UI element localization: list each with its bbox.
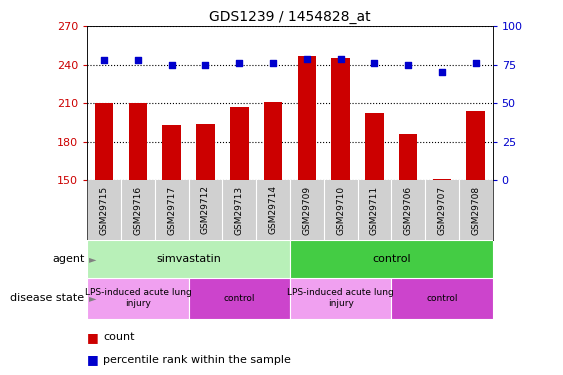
- Text: GSM29712: GSM29712: [201, 186, 210, 234]
- Bar: [128, 103, 148, 180]
- Text: GSM29716: GSM29716: [133, 186, 142, 235]
- Text: ■: ■: [87, 354, 99, 366]
- Text: GSM29714: GSM29714: [269, 186, 278, 234]
- Point: [133, 57, 142, 63]
- Text: LPS-induced acute lung
injury: LPS-induced acute lung injury: [84, 288, 191, 308]
- Point: [437, 69, 446, 75]
- Bar: [95, 103, 114, 180]
- Point: [302, 56, 311, 62]
- Text: GSM29711: GSM29711: [370, 186, 379, 235]
- Text: control: control: [224, 294, 255, 303]
- Text: GSM29707: GSM29707: [437, 186, 446, 235]
- Text: agent: agent: [52, 254, 84, 264]
- Bar: [399, 134, 418, 180]
- Bar: [189, 278, 290, 319]
- Text: ►: ►: [89, 254, 96, 264]
- Bar: [196, 124, 215, 180]
- Bar: [87, 278, 189, 319]
- Text: ►: ►: [89, 293, 96, 303]
- Point: [269, 60, 278, 66]
- Bar: [263, 102, 282, 180]
- Text: simvastatin: simvastatin: [156, 254, 221, 264]
- Text: count: count: [103, 333, 135, 342]
- Bar: [290, 278, 391, 319]
- Point: [235, 60, 244, 66]
- Point: [167, 62, 176, 68]
- Point: [100, 57, 109, 63]
- Bar: [298, 56, 316, 180]
- Text: GSM29713: GSM29713: [235, 186, 244, 235]
- Point: [404, 62, 413, 68]
- Point: [471, 60, 480, 66]
- Bar: [163, 125, 181, 180]
- Point: [201, 62, 210, 68]
- Text: GSM29715: GSM29715: [100, 186, 109, 235]
- Title: GDS1239 / 1454828_at: GDS1239 / 1454828_at: [209, 10, 371, 24]
- Bar: [365, 113, 384, 180]
- Bar: [432, 179, 452, 180]
- Text: ■: ■: [87, 331, 99, 344]
- Text: GSM29706: GSM29706: [404, 186, 413, 235]
- Text: disease state: disease state: [10, 293, 84, 303]
- Text: percentile rank within the sample: percentile rank within the sample: [103, 355, 291, 365]
- Point: [336, 56, 345, 62]
- Text: GSM29709: GSM29709: [302, 186, 311, 235]
- Bar: [230, 107, 249, 180]
- Text: LPS-induced acute lung
injury: LPS-induced acute lung injury: [287, 288, 394, 308]
- Text: control: control: [426, 294, 458, 303]
- Text: GSM29710: GSM29710: [336, 186, 345, 235]
- Point: [370, 60, 379, 66]
- Text: GSM29717: GSM29717: [167, 186, 176, 235]
- Text: control: control: [372, 254, 410, 264]
- Bar: [332, 58, 350, 180]
- Bar: [391, 278, 493, 319]
- Bar: [290, 240, 493, 278]
- Bar: [87, 240, 290, 278]
- Text: GSM29708: GSM29708: [471, 186, 480, 235]
- Bar: [467, 111, 485, 180]
